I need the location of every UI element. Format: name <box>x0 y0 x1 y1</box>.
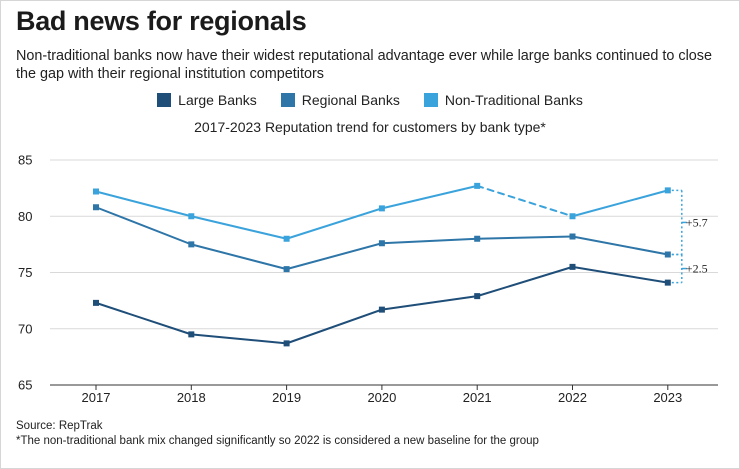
point-regional-banks-2022 <box>569 233 576 240</box>
legend-swatch-regional-banks <box>280 93 295 107</box>
point-large-banks-2017 <box>93 299 99 306</box>
series-segment-regional-banks <box>476 235 574 240</box>
subtitle: Non-traditional banks now have their wid… <box>16 48 712 82</box>
series-segment-non-traditional-banks <box>571 189 669 218</box>
point-large-banks-2018 <box>188 331 195 338</box>
point-regional-banks-2020 <box>378 240 385 247</box>
legend-item-large-banks: Large Banks <box>157 92 257 108</box>
annotation-label: +2.5 <box>686 262 708 276</box>
point-regional-banks-2018 <box>188 241 195 248</box>
x-tick-label: 2017 <box>82 390 111 405</box>
x-tick-label: 2020 <box>367 390 396 405</box>
point-regional-banks-2017 <box>93 204 99 211</box>
point-non-traditional-banks-2023 <box>664 187 671 194</box>
series-segment-non-traditional-banks <box>95 190 193 218</box>
point-regional-banks-2019 <box>283 266 290 273</box>
series-segment-large-banks <box>285 308 383 345</box>
footnote: *The non-traditional bank mix changed si… <box>16 435 539 447</box>
series-segment-non-traditional-banks <box>190 215 288 240</box>
point-non-traditional-banks-2022 <box>569 213 576 220</box>
annotation-label: +5.7 <box>686 215 708 229</box>
page-title: Bad news for regionals <box>16 6 307 36</box>
y-tick-label: 75 <box>18 265 32 280</box>
point-large-banks-2022 <box>569 263 576 270</box>
legend-item-regional-banks: Regional Banks <box>280 92 400 108</box>
point-large-banks-2019 <box>283 340 290 347</box>
series-segment-regional-banks <box>190 243 288 271</box>
chart-title: 2017-2023 Reputation trend for customers… <box>194 119 546 135</box>
x-tick-label: 2022 <box>558 390 587 405</box>
series-segment-regional-banks <box>571 235 669 256</box>
source-note: Source: RepTrak <box>16 420 103 432</box>
point-non-traditional-banks-2018 <box>188 213 195 220</box>
y-tick-label: 80 <box>18 209 32 224</box>
series-segment-regional-banks <box>285 242 383 271</box>
series-segment-large-banks <box>95 301 193 336</box>
point-large-banks-2021 <box>474 293 481 300</box>
series-segment-large-banks <box>190 333 288 345</box>
legend-label-regional-banks: Regional Banks <box>301 92 400 108</box>
point-non-traditional-banks-2020 <box>378 205 385 212</box>
point-large-banks-2023 <box>664 279 671 286</box>
series-segment-non-traditional-banks <box>380 184 479 210</box>
series-segment-large-banks <box>476 265 574 298</box>
x-tick-label: 2019 <box>272 390 301 405</box>
legend-label-large-banks: Large Banks <box>178 92 257 108</box>
series-segment-regional-banks <box>95 206 193 246</box>
y-tick-label: 85 <box>18 153 32 168</box>
legend-item-non-traditional-banks: Non-Traditional Banks <box>423 92 583 108</box>
legend: Large Banks Regional Banks Non-Tradition… <box>0 92 740 108</box>
point-non-traditional-banks-2021 <box>474 182 481 189</box>
series-segment-regional-banks <box>380 237 479 245</box>
series-segment-non-traditional-banks <box>476 184 574 218</box>
series-segment-large-banks <box>571 265 669 284</box>
point-large-banks-2020 <box>378 306 385 313</box>
point-non-traditional-banks-2019 <box>283 235 290 242</box>
x-tick-label: 2023 <box>653 390 682 405</box>
y-tick-label: 65 <box>18 378 32 393</box>
x-tick-label: 2018 <box>177 390 206 405</box>
series-segment-non-traditional-banks <box>285 207 383 240</box>
y-tick-label: 70 <box>18 321 32 336</box>
point-regional-banks-2023 <box>664 251 671 258</box>
series-segment-large-banks <box>380 295 479 311</box>
point-non-traditional-banks-2017 <box>93 188 99 195</box>
x-tick-label: 2021 <box>463 390 492 405</box>
point-regional-banks-2021 <box>474 235 481 242</box>
legend-label-non-traditional-banks: Non-Traditional Banks <box>444 92 583 108</box>
legend-swatch-large-banks <box>157 93 172 107</box>
legend-swatch-non-traditional-banks <box>423 93 438 107</box>
